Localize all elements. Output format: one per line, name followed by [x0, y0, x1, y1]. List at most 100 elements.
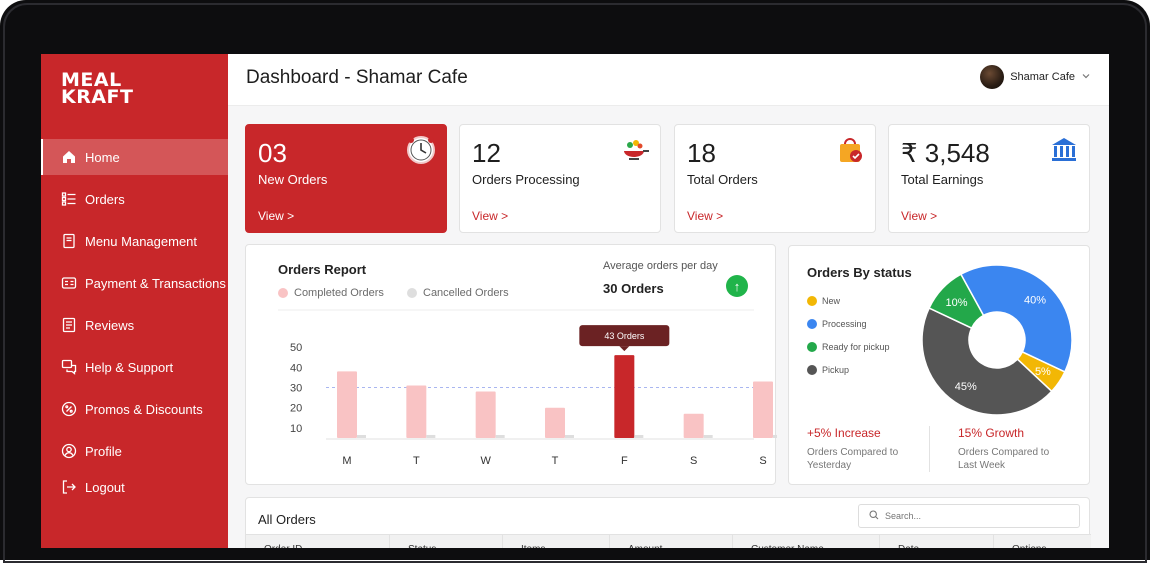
x-tick-label: W [480, 455, 491, 467]
y-tick-label: 20 [290, 403, 302, 415]
bar-cancelled [495, 435, 505, 438]
stat-card-total-earnings: ₹ 3,548 Total Earnings View > [888, 124, 1090, 233]
legend-label: Completed Orders [294, 287, 384, 299]
legend-swatch [407, 288, 417, 298]
x-tick-label: T [413, 455, 420, 467]
x-tick-label: T [552, 455, 559, 467]
logo: MEAL KRAFT [61, 69, 133, 107]
bar-completed [475, 391, 496, 438]
sidebar-item-payment[interactable]: Payment & Transactions [41, 265, 228, 301]
stat-value: 12 [472, 138, 501, 168]
cooking-pan-icon [620, 135, 650, 165]
bar-completed [545, 407, 565, 438]
metric-divider [929, 426, 930, 472]
column-header-items[interactable]: Items [503, 535, 610, 548]
column-header-customer-name[interactable]: Customer Name [733, 535, 880, 548]
stat-value: 18 [687, 138, 716, 168]
book-icon [61, 233, 77, 249]
page-title: Dashboard - Shamar Cafe [246, 67, 468, 88]
sidebar-item-label: Logout [85, 479, 125, 495]
stat-label: Total Earnings [901, 172, 984, 187]
bank-icon [1049, 135, 1079, 165]
bar-cancelled [357, 435, 366, 438]
metric-increase-desc: Orders Compared to Yesterday [807, 447, 899, 471]
legend-label: Cancelled Orders [423, 287, 509, 299]
bar-tooltip [579, 325, 670, 347]
bar-cancelled [703, 435, 713, 438]
column-header-date[interactable]: Date [880, 535, 994, 548]
bar-cancelled [426, 434, 436, 438]
orders-bar-chart: 50 40 30 20 10 M T W T F 43 Orders S S [278, 309, 777, 467]
logo-line-1: MEAL [61, 69, 122, 91]
orders-status-title: Orders By status [807, 265, 912, 280]
stat-label: New Orders [258, 172, 328, 187]
metric-growth-desc: Orders Compared to Last Week [958, 447, 1050, 471]
status-legend-ready: Ready for pickup [807, 342, 890, 352]
status-legend-processing: Processing [807, 319, 867, 329]
sidebar: MEAL KRAFT Home Orders Menu Management P… [41, 54, 228, 548]
tooltip-label: 43 Orders [604, 331, 645, 341]
x-tick-label: S [690, 455, 697, 467]
avg-orders-label: Average orders per day [603, 260, 718, 272]
sidebar-item-help[interactable]: Help & Support [41, 349, 228, 385]
legend-swatch [807, 342, 817, 352]
donut-slice [959, 264, 1073, 373]
view-new-orders-link[interactable]: View > [258, 209, 295, 223]
bar-cancelled [773, 434, 777, 438]
sidebar-item-label: Menu Management [85, 233, 198, 249]
sidebar-item-orders[interactable]: Orders [41, 181, 228, 217]
x-tick-label: F [621, 455, 628, 467]
list-icon [61, 191, 77, 207]
bar-completed [753, 381, 773, 438]
legend-completed: Completed Orders [278, 287, 384, 299]
chevron-down-icon [1081, 71, 1091, 84]
view-processing-link[interactable]: View > [472, 209, 509, 223]
sidebar-item-label: Home [85, 149, 120, 165]
shopping-bag-icon [835, 135, 865, 165]
orders-table-header: Order ID Status Items Amount Customer Na… [246, 534, 1091, 548]
y-tick-label: 40 [290, 362, 302, 374]
stat-value: 03 [258, 138, 287, 168]
orders-report-title: Orders Report [278, 262, 367, 277]
user-menu[interactable]: Shamar Cafe [980, 65, 1091, 89]
sidebar-item-menu-management[interactable]: Menu Management [41, 223, 228, 259]
view-total-orders-link[interactable]: View > [687, 209, 724, 223]
review-icon [61, 317, 77, 333]
avatar [980, 65, 1005, 89]
legend-label: Processing [822, 319, 867, 329]
sidebar-item-label: Help & Support [85, 359, 174, 375]
y-tick-label: 30 [290, 383, 302, 395]
orders-by-status-card: Orders By status New Processing Ready fo… [788, 245, 1090, 485]
search-input[interactable] [885, 511, 1065, 521]
search-box[interactable] [858, 504, 1080, 528]
bar-completed [406, 385, 427, 438]
percent-icon [61, 401, 77, 417]
bar-cancelled [634, 435, 644, 438]
user-name: Shamar Cafe [1010, 71, 1075, 83]
column-header-status[interactable]: Status [390, 535, 503, 548]
sidebar-item-reviews[interactable]: Reviews [41, 307, 228, 343]
column-header-amount[interactable]: Amount [610, 535, 733, 548]
sidebar-item-profile[interactable]: Profile [41, 433, 228, 469]
column-header-options[interactable]: Options [994, 535, 1091, 548]
x-tick-label: S [759, 455, 766, 467]
sidebar-item-promos[interactable]: Promos & Discounts [41, 391, 228, 427]
sidebar-item-home[interactable]: Home [41, 139, 228, 175]
sidebar-item-logout[interactable]: Logout [41, 469, 228, 505]
view-earnings-link[interactable]: View > [901, 209, 938, 223]
stat-label: Orders Processing [472, 172, 580, 187]
slice-label: 40% [1024, 295, 1046, 307]
stat-card-orders-processing: 12 Orders Processing View > [459, 124, 661, 233]
y-tick-label: 10 [290, 423, 302, 435]
legend-label: New [822, 296, 841, 306]
user-icon [61, 443, 77, 459]
donut-slice [921, 307, 1053, 416]
sidebar-item-label: Profile [85, 443, 122, 459]
bar-completed [683, 413, 704, 438]
metric-increase: +5% Increase [807, 426, 881, 440]
clock-icon [406, 135, 436, 165]
app-screen: MEAL KRAFT Home Orders Menu Management P… [41, 54, 1109, 548]
y-tick-label: 50 [290, 342, 302, 354]
column-header-order-id[interactable]: Order ID [246, 535, 390, 548]
legend-label: Ready for pickup [822, 342, 890, 352]
